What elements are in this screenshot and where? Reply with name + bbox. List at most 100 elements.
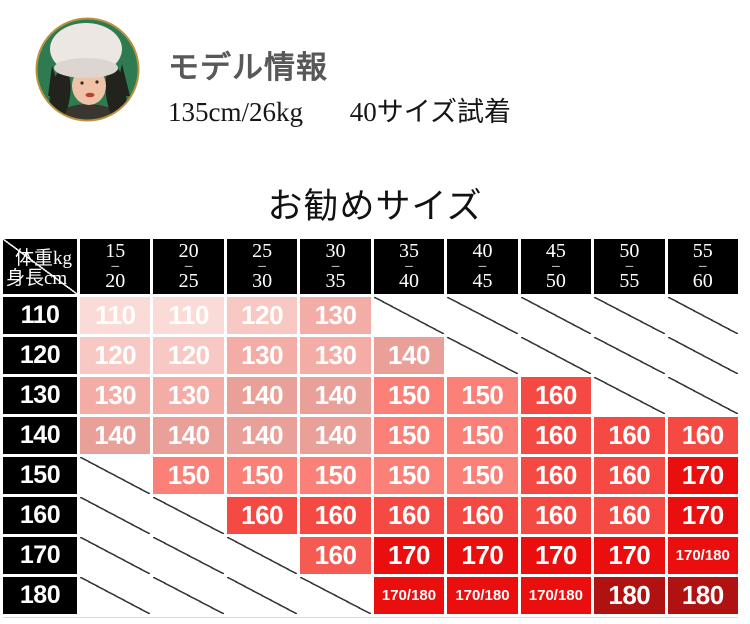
size-cell: 160 (520, 497, 592, 534)
size-cell: 150 (373, 457, 445, 494)
empty-cell (667, 297, 738, 334)
empty-cell (667, 377, 738, 414)
weight-header-cell-45-50: 45–50 (520, 239, 592, 294)
size-cell: 160 (447, 497, 518, 534)
size-cell: 140 (300, 377, 371, 414)
empty-cell (447, 297, 518, 334)
size-cell: 160 (667, 417, 738, 454)
size-cell: 110 (153, 297, 224, 334)
size-cell: 170/180 (447, 577, 518, 614)
size-cell: 160 (520, 457, 592, 494)
size-cell: 150 (447, 377, 518, 414)
size-cell: 150 (447, 457, 518, 494)
model-stats: 135cm/26kg 40サイズ試着 (168, 90, 511, 129)
size-cell: 150 (447, 417, 518, 454)
empty-cell (80, 537, 151, 574)
size-cell: 120 (226, 297, 298, 334)
size-cell: 170 (447, 537, 518, 574)
size-cell: 130 (153, 377, 224, 414)
size-cell: 110 (80, 297, 151, 334)
empty-cell (226, 577, 298, 614)
size-cell: 160 (300, 497, 371, 534)
size-cell: 150 (226, 457, 298, 494)
weight-header-cell-20-25: 20–25 (153, 239, 224, 294)
height-header-cell-150: 150 (3, 457, 77, 494)
height-axis-label: 身長cm (6, 268, 68, 289)
empty-cell (667, 337, 738, 374)
size-cell: 170/180 (667, 537, 738, 574)
empty-cell (153, 497, 224, 534)
size-cell: 170/180 (520, 577, 592, 614)
size-cell: 160 (594, 497, 665, 534)
weight-header-cell-35-40: 35–40 (373, 239, 445, 294)
size-cell: 170 (373, 537, 445, 574)
size-cell: 170 (667, 497, 738, 534)
height-header-cell-120: 120 (3, 337, 77, 374)
size-cell: 160 (373, 497, 445, 534)
size-cell: 140 (300, 417, 371, 454)
empty-cell (373, 297, 445, 334)
height-header-cell-140: 140 (3, 417, 77, 454)
size-cell: 170 (667, 457, 738, 494)
empty-cell (520, 297, 592, 334)
size-cell: 170/180 (373, 577, 445, 614)
empty-cell (594, 337, 665, 374)
size-cell: 170 (520, 537, 592, 574)
size-cell: 170 (594, 537, 665, 574)
height-header-cell-110: 110 (3, 297, 77, 334)
weight-header-cell-25-30: 25–30 (226, 239, 298, 294)
model-fitting-size: 40サイズ試着 (349, 97, 511, 127)
size-cell: 130 (226, 337, 298, 374)
size-cell: 150 (373, 417, 445, 454)
height-header-cell-130: 130 (3, 377, 77, 414)
size-cell: 140 (226, 377, 298, 414)
size-cell: 130 (80, 377, 151, 414)
size-cell: 160 (520, 377, 592, 414)
size-cell: 160 (226, 497, 298, 534)
size-cell: 120 (80, 337, 151, 374)
model-info-heading: モデル情報 (168, 50, 328, 85)
empty-cell (153, 577, 224, 614)
size-cell: 180 (667, 577, 738, 614)
size-cell: 140 (80, 417, 151, 454)
size-cell: 140 (153, 417, 224, 454)
size-cell: 180 (594, 577, 665, 614)
empty-cell (447, 337, 518, 374)
size-cell: 160 (520, 417, 592, 454)
size-cell: 160 (594, 417, 665, 454)
weight-header-cell-15-20: 15–20 (80, 239, 151, 294)
size-cell: 130 (300, 337, 371, 374)
height-header-cell-160: 160 (3, 497, 77, 534)
empty-cell (300, 577, 371, 614)
empty-cell (594, 297, 665, 334)
size-cell: 150 (300, 457, 371, 494)
size-cell: 160 (300, 537, 371, 574)
size-cell: 120 (153, 337, 224, 374)
size-table: 体重kg 身長cm 15–20 20–25 25–30 30–35 35–40 40–45… (3, 239, 738, 614)
empty-cell (594, 377, 665, 414)
size-cell: 140 (226, 417, 298, 454)
table-bottom-border (3, 617, 738, 618)
height-header-cell-170: 170 (3, 537, 77, 574)
weight-header-cell-55-60: 55–60 (667, 239, 738, 294)
model-avatar-image (35, 17, 140, 122)
weight-header-cell-30-35: 30–35 (300, 239, 371, 294)
size-cell: 150 (373, 377, 445, 414)
height-header-cell-180: 180 (3, 577, 77, 614)
empty-cell (226, 537, 298, 574)
size-cell: 140 (373, 337, 445, 374)
table-corner-cell: 体重kg 身長cm (3, 239, 77, 294)
size-cell: 130 (300, 297, 371, 334)
model-measurements: 135cm/26kg (168, 97, 303, 127)
empty-cell (80, 577, 151, 614)
weight-header-cell-50-55: 50–55 (594, 239, 665, 294)
empty-cell (80, 457, 151, 494)
empty-cell (153, 537, 224, 574)
size-cell: 150 (153, 457, 224, 494)
size-cell: 160 (594, 457, 665, 494)
empty-cell (520, 337, 592, 374)
weight-axis-label: 体重kg (14, 248, 72, 269)
empty-cell (80, 497, 151, 534)
weight-header-cell-40-45: 40–45 (447, 239, 518, 294)
